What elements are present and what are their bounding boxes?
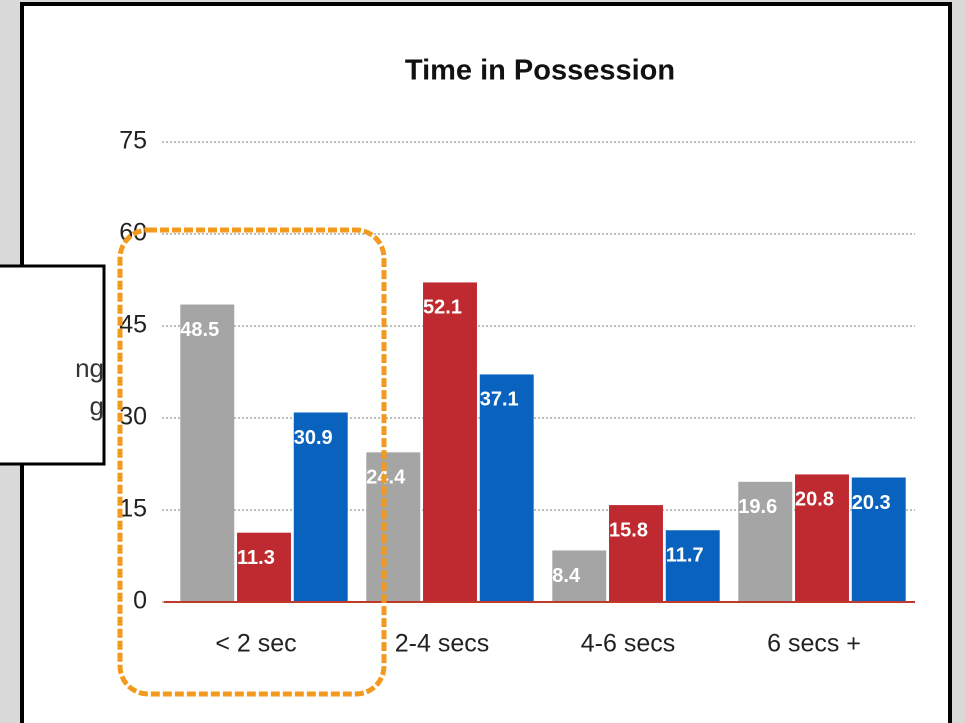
bar	[180, 304, 235, 602]
legend-frame	[0, 264, 106, 466]
y-tick-label: 75	[119, 127, 147, 155]
data-label: 11.3	[237, 547, 275, 569]
y-tick-label: 15	[119, 495, 147, 523]
y-tick-label: 0	[133, 587, 147, 615]
bar	[552, 550, 607, 602]
data-label: 20.8	[795, 489, 834, 511]
bar	[738, 481, 793, 602]
data-label: 20.3	[852, 492, 891, 514]
bar	[665, 530, 720, 602]
bar	[293, 412, 348, 602]
chart-title: Time in Possession	[405, 55, 675, 87]
x-tick-label: 2-4 secs	[395, 630, 489, 658]
data-label: 8.4	[552, 565, 581, 587]
chart-frame	[20, 2, 952, 723]
x-tick-label: 6 secs +	[767, 630, 861, 658]
x-tick-label: 4-6 secs	[581, 630, 675, 658]
data-label: 11.7	[666, 545, 704, 567]
legend-box: ng g	[0, 264, 106, 466]
data-label: 52.1	[423, 297, 462, 319]
legend-text: ng	[75, 353, 104, 383]
data-label: 37.1	[480, 389, 519, 411]
highlight-outline	[117, 227, 387, 697]
bar	[795, 474, 849, 602]
bar	[479, 374, 534, 602]
y-tick-label: 30	[119, 403, 147, 431]
x-tick-label: < 2 sec	[215, 630, 296, 658]
data-label: 48.5	[180, 319, 219, 341]
data-label: 15.8	[609, 519, 648, 541]
y-tick-label: 45	[119, 311, 147, 339]
bar	[851, 477, 906, 602]
legend-text: g	[90, 391, 104, 421]
data-label: 19.6	[738, 496, 777, 518]
bar	[366, 452, 421, 602]
bar	[423, 282, 477, 602]
data-label: 30.9	[294, 427, 333, 449]
bar	[609, 505, 663, 602]
bar	[237, 532, 291, 602]
